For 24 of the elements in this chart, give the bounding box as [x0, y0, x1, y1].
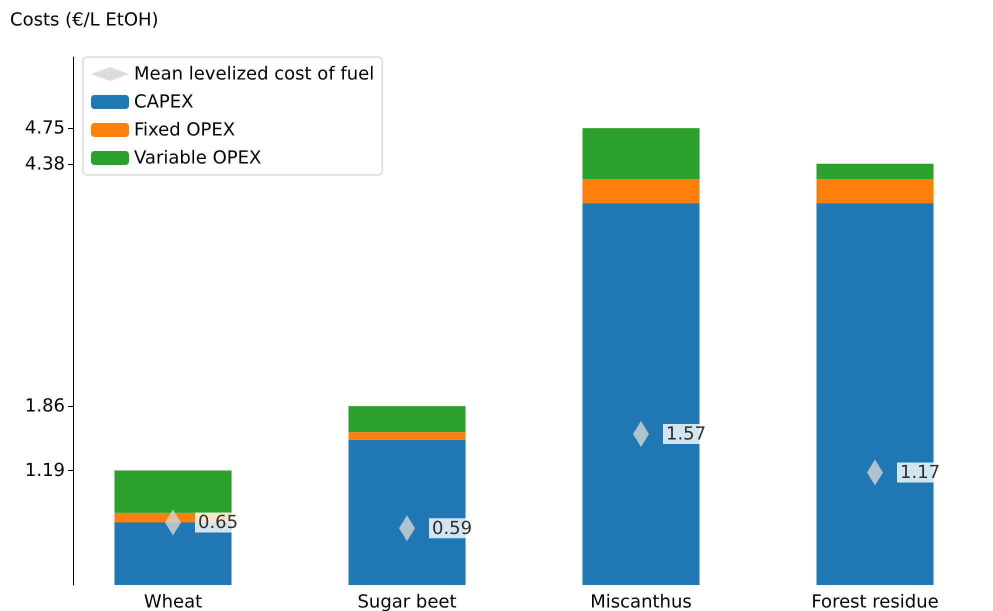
bar: [348, 406, 466, 432]
legend-label: Variable OPEX: [134, 148, 262, 168]
bar: [582, 128, 700, 180]
legend-label: Fixed OPEX: [134, 120, 236, 140]
bar: [816, 164, 934, 180]
data-label: 0.65: [198, 512, 238, 533]
x-tick-label: Sugar beet: [357, 592, 457, 611]
y-tick-label: 1.86: [24, 396, 65, 417]
x-tick-label: Miscanthus: [590, 592, 692, 611]
bar: [114, 470, 232, 513]
y-tick-label: 4.38: [24, 153, 65, 174]
data-label: 1.57: [666, 424, 706, 445]
y-axis-title: Costs (€/L EtOH): [10, 10, 159, 30]
y-tick-label: 4.75: [24, 118, 65, 139]
bar: [348, 432, 466, 440]
data-label: 1.17: [900, 462, 940, 483]
x-tick-label: Forest residue: [811, 592, 939, 611]
data-label: 0.59: [432, 518, 472, 539]
legend-label: CAPEX: [134, 92, 194, 112]
bar: [816, 179, 934, 204]
bar: [582, 179, 700, 204]
y-tick-label: 1.19: [24, 460, 65, 482]
legend-label: Mean levelized cost of fuel: [134, 64, 374, 84]
x-tick-label: Wheat: [144, 592, 202, 611]
